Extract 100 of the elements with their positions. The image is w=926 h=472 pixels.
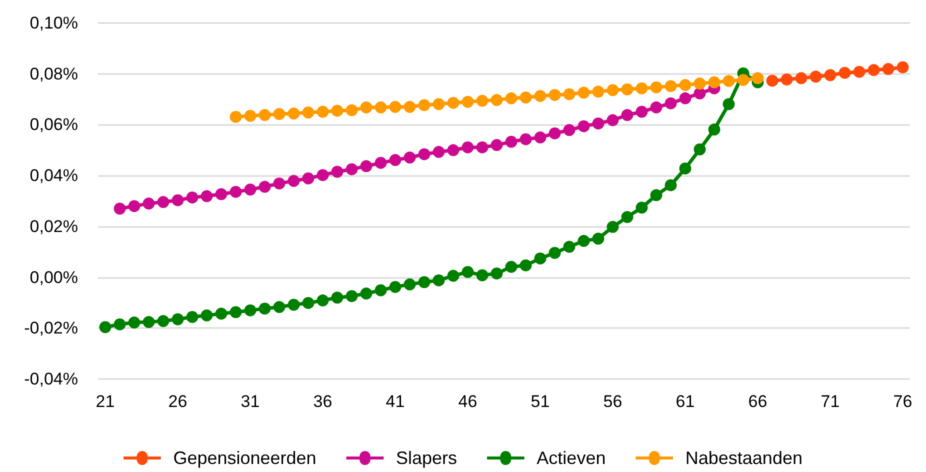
point: [490, 267, 503, 280]
point: [664, 80, 677, 92]
point: [172, 194, 184, 206]
point: [273, 108, 286, 120]
point: [896, 61, 909, 74]
point: [548, 88, 561, 101]
point: [636, 202, 648, 214]
point: [360, 101, 372, 114]
point: [853, 66, 866, 78]
point: [462, 96, 474, 108]
point: [302, 172, 314, 184]
x-tick-label: 51: [530, 392, 550, 411]
point: [476, 269, 488, 282]
y-tick-label: 0,00%: [30, 268, 78, 287]
x-tick-label: 71: [820, 392, 840, 411]
point: [795, 72, 808, 84]
point: [636, 82, 648, 94]
point: [548, 246, 561, 259]
x-tick-label: 21: [96, 392, 115, 411]
point: [563, 124, 576, 136]
point: [621, 109, 634, 122]
point: [810, 70, 822, 83]
x-tick-label: 41: [386, 392, 405, 411]
point: [142, 316, 155, 328]
point: [258, 109, 271, 122]
point: [679, 92, 692, 104]
point: [694, 78, 706, 90]
point: [331, 292, 344, 304]
point: [157, 196, 170, 208]
point: [404, 152, 416, 164]
point: [302, 296, 314, 309]
point: [172, 313, 184, 326]
point: [534, 252, 546, 264]
point: [200, 309, 213, 322]
point: [288, 108, 300, 120]
point: [694, 87, 706, 100]
point: [520, 92, 532, 104]
point: [432, 274, 445, 286]
point: [157, 315, 170, 328]
point: [476, 94, 488, 107]
point: [186, 310, 198, 323]
point: [258, 302, 271, 315]
point: [418, 148, 430, 160]
y-tick-label: -0,04%: [24, 370, 78, 388]
point: [578, 234, 590, 247]
point: [824, 69, 836, 82]
point: [404, 100, 416, 113]
point: [128, 316, 140, 329]
point: [346, 290, 358, 302]
point: [273, 177, 286, 190]
point: [331, 104, 344, 117]
point: [578, 120, 590, 132]
point: [882, 63, 894, 76]
point: [534, 90, 546, 102]
point: [621, 211, 634, 224]
point: [606, 84, 619, 96]
point: [389, 280, 402, 293]
point: [418, 276, 430, 288]
point: [520, 133, 532, 146]
point: [404, 278, 416, 290]
point: [302, 106, 314, 119]
point: [679, 79, 692, 92]
point: [374, 284, 387, 296]
point: [215, 188, 228, 200]
x-tick-label: 46: [458, 392, 478, 411]
x-tick-label: 26: [168, 392, 188, 411]
point: [288, 298, 300, 311]
point: [346, 104, 358, 116]
point: [708, 76, 720, 88]
point: [230, 186, 242, 198]
point: [636, 106, 648, 118]
point: [244, 304, 256, 316]
legend-label: Nabestaanden: [685, 448, 802, 468]
point: [563, 240, 576, 253]
x-tick-label: 66: [748, 392, 768, 411]
point: [490, 94, 503, 106]
point: [244, 110, 256, 122]
x-tick-label: 76: [893, 392, 912, 411]
point: [288, 174, 300, 187]
point: [432, 98, 445, 110]
legend-label: Gepensioneerden: [173, 448, 316, 468]
point: [679, 162, 692, 174]
point: [737, 74, 750, 86]
point: [462, 141, 474, 154]
point: [592, 117, 604, 130]
point: [462, 266, 474, 278]
y-tick-label: -0,02%: [24, 318, 78, 338]
point: [360, 288, 372, 300]
point: [708, 124, 720, 136]
point: [360, 160, 372, 172]
point: [374, 101, 387, 114]
point: [752, 72, 764, 84]
point: [664, 179, 677, 192]
point: [114, 202, 126, 215]
y-tick-label: 0,10%: [30, 14, 78, 32]
point: [490, 139, 503, 152]
point: [650, 81, 662, 94]
point: [447, 270, 460, 282]
point: [694, 143, 706, 156]
point: [722, 74, 735, 87]
